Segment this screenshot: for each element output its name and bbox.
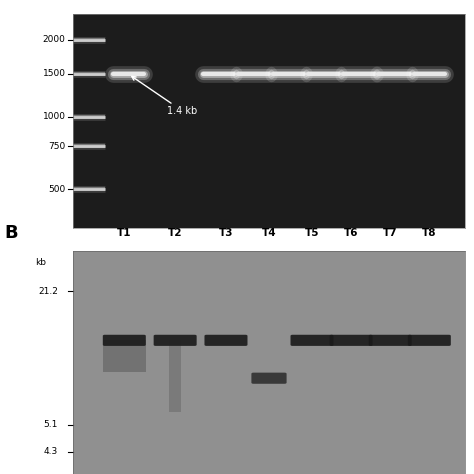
FancyBboxPatch shape: [251, 373, 287, 384]
Text: kb: kb: [35, 258, 46, 267]
FancyBboxPatch shape: [204, 335, 247, 346]
FancyBboxPatch shape: [169, 340, 181, 411]
Text: T2: T2: [168, 228, 182, 238]
Text: T8: T8: [422, 228, 437, 238]
FancyBboxPatch shape: [291, 335, 334, 346]
FancyBboxPatch shape: [408, 335, 451, 346]
Text: 21.2: 21.2: [38, 287, 58, 296]
Text: 1.4 kb: 1.4 kb: [132, 76, 198, 116]
FancyBboxPatch shape: [154, 335, 197, 346]
Text: 500: 500: [48, 185, 65, 193]
Text: 5.1: 5.1: [44, 420, 58, 429]
Text: 2000: 2000: [43, 36, 65, 44]
Text: 1000: 1000: [43, 112, 65, 121]
FancyBboxPatch shape: [369, 335, 412, 346]
FancyBboxPatch shape: [103, 335, 146, 346]
Text: B: B: [5, 224, 18, 242]
Text: T1: T1: [117, 228, 132, 238]
Text: 1500: 1500: [43, 70, 65, 78]
Text: T5: T5: [305, 228, 319, 238]
Text: 750: 750: [48, 142, 65, 151]
FancyBboxPatch shape: [103, 340, 146, 372]
Text: 4.3: 4.3: [44, 447, 58, 456]
Text: T6: T6: [344, 228, 358, 238]
Text: T4: T4: [262, 228, 276, 238]
Text: T7: T7: [383, 228, 398, 238]
Text: T3: T3: [219, 228, 233, 238]
FancyBboxPatch shape: [329, 335, 373, 346]
